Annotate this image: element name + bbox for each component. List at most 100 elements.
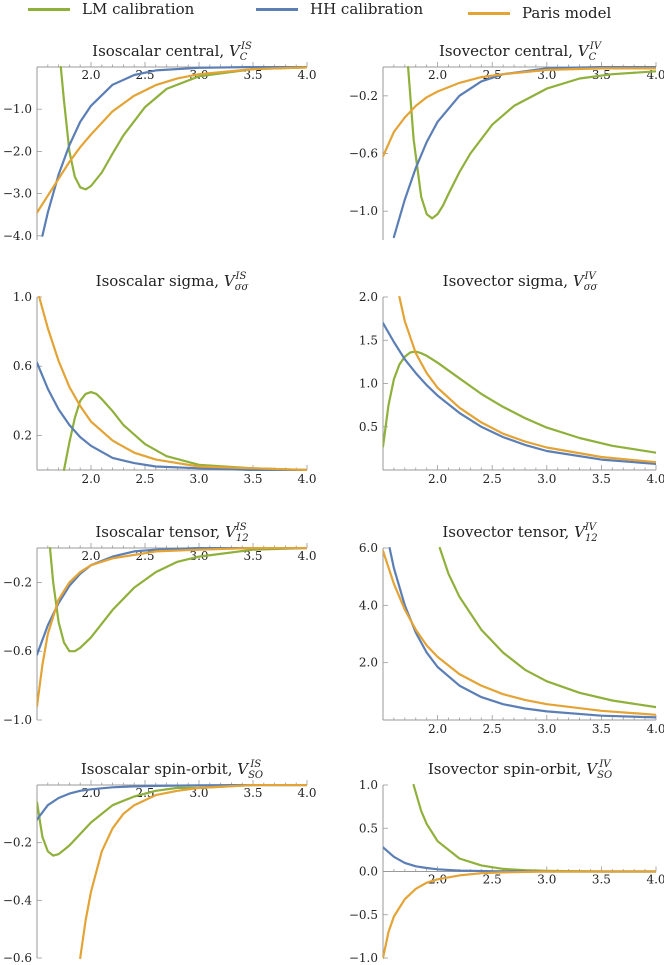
chart-title-text: Isoscalar central, [92,42,229,60]
chart-title: Isovector sigma, VσσIV [443,271,599,293]
legend-swatch-lm [28,7,70,11]
legend-label-paris: Paris model [522,4,612,22]
y-tick-label: 0.5 [359,420,378,434]
chart-symbol-sub: σσ [235,282,250,293]
x-tick-label: 3.5 [243,549,262,563]
x-tick-label: 2.0 [81,549,100,563]
x-tick-label: 3.5 [592,722,611,736]
x-tick-label: 4.0 [297,549,316,563]
y-tick-label: 2.0 [359,656,378,670]
x-tick-label: 3.0 [537,873,556,887]
y-tick-label: −1.0 [349,951,378,965]
legend: LM calibration HH calibration Paris mode… [0,0,664,28]
x-tick-label: 3.5 [592,472,611,486]
x-tick-label: 2.0 [81,472,100,486]
chart-symbol-sub: σσ [584,282,599,293]
series-line-hh [37,784,307,821]
y-tick-label: −0.2 [349,89,378,103]
chart-symbol-sub: 12 [236,533,249,544]
chart-title-text: Isoscalar spin-orbit, [81,760,237,778]
y-tick-label: −0.4 [3,893,33,907]
chart-title-text: Isovector sigma, [443,272,573,290]
x-tick-label: 2.5 [483,472,502,486]
chart-title-text: Isoscalar sigma, [96,272,224,290]
x-tick-label: 2.0 [428,472,447,486]
y-tick-label: −1.0 [3,713,32,727]
x-tick-label: 4.0 [646,68,664,82]
chart-symbol-base: V [574,523,587,541]
x-tick-label: 4.0 [297,472,316,486]
chart-symbol-base: V [225,523,238,541]
chart-symbol-sub: 12 [585,533,598,544]
y-tick-label: 0.2 [13,428,32,442]
series-line-lm [438,547,656,709]
series-line-lm [48,547,307,653]
y-tick-label: −0.2 [3,575,32,589]
y-tick-label: 1.5 [359,333,378,347]
chart-symbol-sup: IV [589,41,603,52]
y-tick-label: 0.6 [13,359,32,373]
chart-title: Isovector tensor, V12IV [442,522,597,544]
series-line-paris [383,67,656,158]
y-tick-label: −0.6 [349,147,378,161]
series-line-hh [392,66,656,239]
chart-symbol-base: V [573,272,586,290]
series-line-paris [37,547,307,708]
chart-panel-4: Isovector sigma, VσσIV 2.0 2.5 3.0 3.5 4.0 0.5… [359,271,664,486]
series-line-lm [407,66,656,220]
series-line-paris [383,870,656,959]
chart-symbol-sup: IS [235,271,247,282]
chart-symbol-sup: IS [240,41,252,52]
series-line-lm [37,784,307,857]
y-tick-label: −4.0 [3,229,32,243]
chart-symbol-sub: C [589,52,597,63]
series-line-paris [79,784,307,959]
y-tick-label: −0.5 [349,908,378,922]
series-line-paris [38,296,307,471]
x-tick-label: 4.0 [646,472,664,486]
series-line-paris [383,549,656,716]
chart-panel-3: Isoscalar sigma, VσσIS 2.0 2.5 3.0 3.5 4.0 0.2… [13,271,317,486]
chart-title: Isovector spin-orbit, VSOIV [428,759,612,781]
y-tick-label: −1.0 [349,204,378,218]
x-tick-label: 2.5 [483,722,502,736]
x-tick-label: 3.0 [189,472,208,486]
legend-swatch-hh [256,7,298,11]
x-tick-label: 4.0 [646,722,664,736]
x-tick-label: 2.0 [81,68,100,82]
chart-symbol-base: V [578,42,591,60]
x-tick-label: 3.5 [243,786,262,800]
legend-item-lm: LM calibration [28,0,194,18]
series-line-paris [37,66,307,214]
x-tick-label: 2.5 [483,873,502,887]
chart-symbol-sub: SO [597,770,612,781]
series-line-lm [383,350,656,454]
series-line-hh [383,846,656,873]
x-tick-label: 3.0 [537,472,556,486]
y-tick-label: −1.0 [3,102,32,116]
chart-title: Isoscalar central, VCIS [92,41,252,63]
y-tick-label: 1.0 [359,778,378,792]
y-tick-label: 0.0 [359,865,378,879]
x-tick-label: 2.5 [135,472,154,486]
y-tick-label: −0.6 [3,951,32,965]
legend-label-lm: LM calibration [82,0,195,18]
y-tick-label: −2.0 [3,144,32,158]
series-line-lm [412,784,656,873]
chart-title-text: Isoscalar tensor, [95,523,225,541]
y-tick-label: 2.0 [359,290,378,304]
chart-symbol-base: V [586,760,599,778]
y-tick-label: 6.0 [359,541,378,555]
chart-symbol-base: V [229,42,242,60]
chart-title: Isoscalar spin-orbit, VSOIS [81,759,263,781]
y-tick-label: 1.0 [359,377,378,391]
x-tick-label: 4.0 [297,786,316,800]
x-tick-label: 3.0 [537,68,556,82]
chart-title-text: Isovector tensor, [442,523,574,541]
y-tick-label: 1.0 [13,290,32,304]
chart-title-text: Isovector central, [439,42,578,60]
